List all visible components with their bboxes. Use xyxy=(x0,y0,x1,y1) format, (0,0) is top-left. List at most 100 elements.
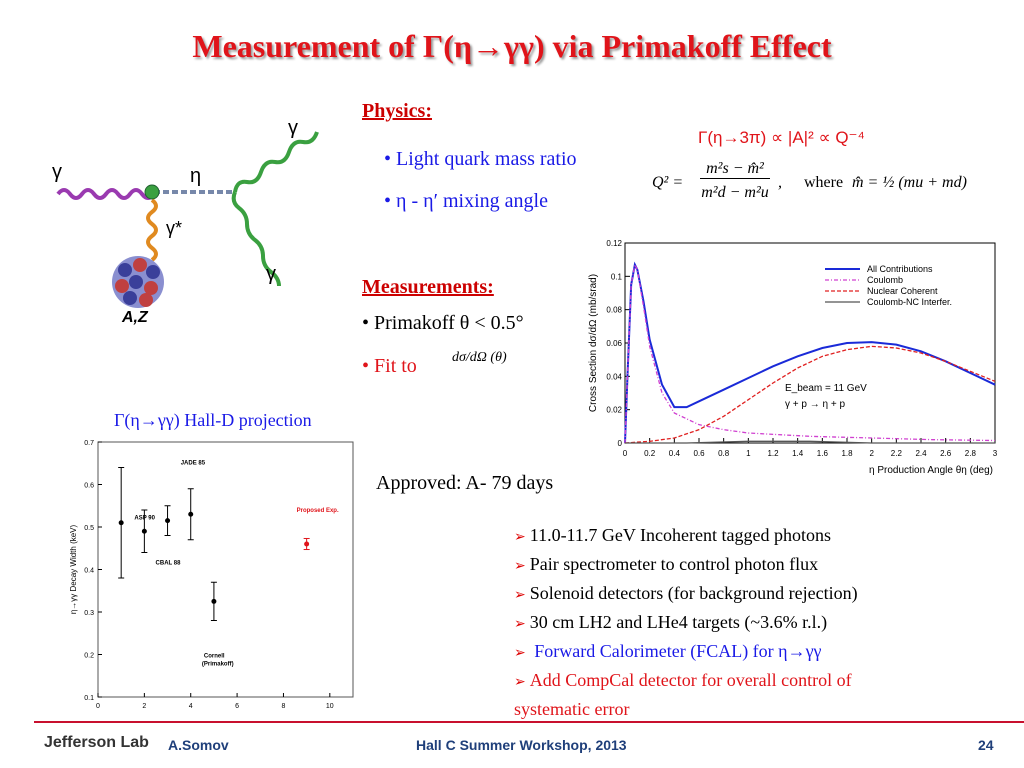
x-tick-label: 0.6 xyxy=(693,449,705,458)
plot-frame xyxy=(97,441,354,698)
approved-text: Approved: A- 79 days xyxy=(376,472,554,494)
label-gamma-virtual: γ* xyxy=(166,218,182,238)
footer-divider xyxy=(34,721,1024,723)
nucleus-icon xyxy=(112,256,164,308)
footer-author: A.Somov xyxy=(168,737,229,753)
mhat-definition: m̂ = ½ (mu + md) xyxy=(852,174,967,191)
x-tick-label: 2 xyxy=(869,449,874,458)
data-point xyxy=(165,518,171,524)
y-tick-label: 0.08 xyxy=(606,306,622,315)
setup-item: ➢ Solenoid detectors (for background reje… xyxy=(514,583,858,603)
physics-heading: Physics: xyxy=(362,100,432,122)
hall-d-projection-label: Γ(η→γγ) Hall-D projection xyxy=(114,410,312,430)
virtual-photon-line xyxy=(146,198,158,262)
beam-annotation: E_beam = 11 GeV xyxy=(785,383,867,394)
x-tick-label: 2.2 xyxy=(891,449,903,458)
label-gamma-in: γ xyxy=(52,161,62,183)
x-tick-label: 6 xyxy=(235,703,239,710)
q-formula-lhs: Q² = xyxy=(652,174,684,191)
y-tick-label: 0.1 xyxy=(611,272,623,281)
vertex-dot xyxy=(144,184,160,200)
x-tick-label: 8 xyxy=(282,703,286,710)
series-line-2 xyxy=(624,262,996,444)
outgoing-photon-upper xyxy=(233,131,319,193)
measurement-item-2: • Fit to xyxy=(362,355,417,377)
setup-item: ➢ 30 cm LH2 and LHe4 targets (~3.6% r.l.) xyxy=(514,612,828,632)
arrow-bullet-icon: ➢ xyxy=(514,588,526,603)
data-point xyxy=(141,528,147,534)
measurement-item-1: • Primakoff θ < 0.5° xyxy=(362,312,524,334)
y-tick-label: 0.3 xyxy=(84,610,94,617)
legend-entry: All Contributions xyxy=(867,264,933,274)
data-point xyxy=(211,598,217,604)
point-label: CBAL 88 xyxy=(156,561,182,567)
label-nucleus: A,Z xyxy=(121,309,149,326)
arrow-bullet-icon: ➢ xyxy=(514,530,526,545)
point-label: JADE 85 xyxy=(181,460,206,466)
setup-item: ➢ 11.0-11.7 GeV Incoherent tagged photons xyxy=(514,525,831,545)
x-tick-label: 2.4 xyxy=(915,449,927,458)
slide-title: Measurement of Γ(η→γγ) via Primakoff Eff… xyxy=(192,28,832,64)
legend-entry: Coulomb xyxy=(867,275,903,285)
outgoing-photon-lower xyxy=(231,191,281,287)
x-tick-label: 2.6 xyxy=(940,449,952,458)
y-tick-label: 0.02 xyxy=(606,406,622,415)
primakoff-diagram: γ η γ γ γ* A,Z xyxy=(52,117,319,326)
measurements-heading: Measurements: xyxy=(362,276,494,298)
fit-formula: dσ/dΩ (θ) xyxy=(452,350,507,365)
y-tick-label: 0.12 xyxy=(606,239,622,248)
x-tick-label: 4 xyxy=(189,703,193,710)
x-tick-label: 0 xyxy=(623,449,628,458)
y-tick-label: 0.7 xyxy=(84,440,94,447)
q-formula-numerator: m²s − m̂² xyxy=(700,160,770,179)
x-tick-label: 0.2 xyxy=(644,449,656,458)
x-tick-label: 2 xyxy=(142,703,146,710)
point-label: ASP 90 xyxy=(134,515,155,521)
y-tick-label: 0.1 xyxy=(84,695,94,702)
point-label: Cornell xyxy=(204,653,225,659)
setup-item: ➢ Add CompCal detector for overall contro… xyxy=(514,670,852,690)
page-number: 24 xyxy=(978,737,994,753)
series-line-3 xyxy=(624,345,996,444)
x-tick-label: 0.8 xyxy=(718,449,730,458)
x-tick-label: 1.4 xyxy=(792,449,804,458)
legend-entry: Nuclear Coherent xyxy=(867,286,938,296)
x-tick-label: 1.6 xyxy=(817,449,829,458)
y-tick-label: 0.04 xyxy=(606,372,622,381)
point-label: Proposed Exp. xyxy=(297,508,339,514)
setup-item-continuation: systematic error xyxy=(514,699,630,719)
setup-list: ➢ 11.0-11.7 GeV Incoherent tagged photons… xyxy=(514,522,994,722)
setup-item: ➢ Forward Calorimeter (FCAL) for η→γγ xyxy=(514,641,822,661)
footer-event: Hall C Summer Workshop, 2013 xyxy=(416,737,627,753)
x-axis-label: η Production Angle θη (deg) xyxy=(869,465,993,476)
physics-item-1: • Light quark mass ratio xyxy=(384,148,577,170)
data-point xyxy=(188,511,194,517)
label-eta: η xyxy=(190,165,201,187)
beam-annotation: γ + p → η + p xyxy=(785,399,845,410)
x-tick-label: 10 xyxy=(326,703,334,710)
y-tick-label: 0 xyxy=(618,439,623,448)
y-tick-label: 0.4 xyxy=(84,568,94,575)
gamma-relation: Γ(η→3π) ∝ |A|² ∝ Q⁻⁴ xyxy=(698,128,865,147)
arrow-bullet-icon: ➢ xyxy=(514,617,526,632)
x-tick-label: 1.8 xyxy=(841,449,853,458)
arrow-bullet-icon: ➢ xyxy=(514,559,526,574)
q-formula-denominator: m²d − m²u xyxy=(701,184,769,201)
y-tick-label: 0.6 xyxy=(84,483,94,490)
y-tick-label: 0.06 xyxy=(606,339,622,348)
incoming-photon-line xyxy=(56,188,156,200)
decay-width-chart: 0 2 4 6 8 10 0.1 0.2 0.3 0.4 0.5 0.6 0.7 η→γγ Decay W… xyxy=(69,440,354,710)
legend-entry: Coulomb-NC Interfer. xyxy=(867,297,952,307)
y-tick-label: 0.2 xyxy=(84,653,94,660)
x-tick-label: 2.8 xyxy=(965,449,977,458)
x-tick-label: 1.2 xyxy=(767,449,779,458)
y-tick-label: 0.5 xyxy=(84,525,94,532)
series-line-4 xyxy=(625,440,995,444)
y-axis-label: η→γγ Decay Width (keV) xyxy=(69,524,78,614)
data-point xyxy=(304,541,310,547)
x-tick-label: 1 xyxy=(746,449,751,458)
y-axis-label: Cross Section dσ/dΩ (mb/srad) xyxy=(588,274,599,412)
cross-section-chart: 0 0.2 0.4 0.6 0.8 1 1.2 1.4 1.6 1.8 2 2.2 2.4 2.6 2.8 3… xyxy=(588,239,998,476)
label-gamma-bottom: γ xyxy=(266,263,276,285)
data-point xyxy=(118,520,124,526)
